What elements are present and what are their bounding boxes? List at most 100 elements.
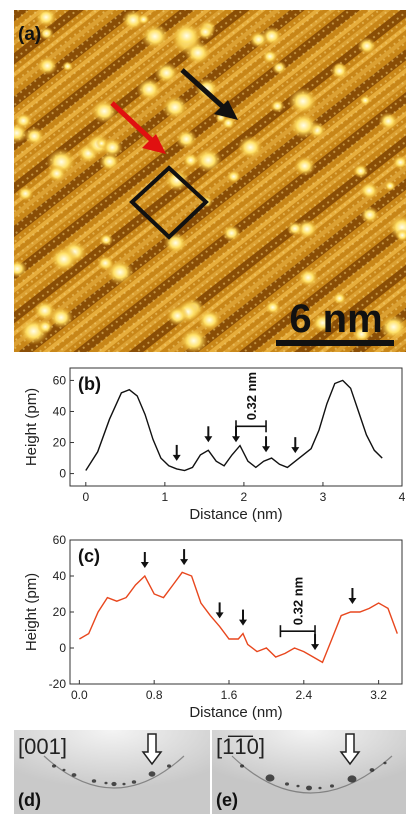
- adatom-blob: [222, 224, 241, 242]
- profile-line: [79, 571, 398, 664]
- diffraction-spot: [167, 764, 171, 768]
- diffraction-spot: [148, 771, 156, 777]
- adatom-blob: [311, 313, 334, 333]
- panel-e-label: (e): [216, 790, 238, 810]
- adatom-blob: [359, 181, 379, 200]
- adatom-blob: [47, 164, 67, 183]
- x-tick-label: 4: [399, 490, 406, 504]
- x-tick-label: 3.2: [370, 688, 387, 702]
- down-arrow-icon: [141, 733, 163, 766]
- adatom-blob: [357, 37, 377, 55]
- down-arrow-head: [232, 436, 240, 443]
- panel-label: (c): [78, 546, 100, 566]
- x-tick-label: 1.6: [221, 688, 238, 702]
- adatom-blob: [384, 180, 396, 192]
- diffraction-spot: [296, 784, 300, 788]
- adatom-blob: [195, 77, 219, 100]
- adatom-blob: [24, 127, 45, 146]
- diffraction-spot: [383, 761, 387, 765]
- x-tick-label: 2.4: [295, 688, 312, 702]
- adatom-blob: [288, 87, 318, 115]
- adatom-blob: [37, 56, 58, 76]
- adatom-blob: [182, 152, 199, 168]
- adatom-blob: [35, 10, 57, 27]
- diffraction-spot: [104, 781, 108, 785]
- down-arrow-head: [348, 598, 357, 604]
- diffraction-image-d: [001] (d): [14, 730, 210, 814]
- adatom-blob: [166, 305, 189, 326]
- adatom-blob: [360, 206, 380, 224]
- black-arrow-head: [214, 100, 238, 120]
- adatom-blob: [95, 138, 108, 149]
- red-arrow-head: [142, 134, 166, 154]
- diffraction-image-e: [1̅1̅0] (e): [212, 730, 406, 814]
- stm-image: (a) 6 nm: [14, 10, 406, 352]
- adatom-blob: [62, 61, 74, 72]
- adatom-blob: [154, 62, 179, 84]
- down-arrow-head: [204, 436, 213, 443]
- stm-image-panel: (a) 6 nm: [14, 10, 406, 352]
- adatom-blob: [37, 319, 54, 334]
- x-tick-label: 1: [162, 490, 169, 504]
- down-arrow-head: [291, 447, 300, 454]
- adatom-blob: [395, 228, 406, 242]
- down-arrow-head: [140, 562, 149, 568]
- y-tick-label: 40: [53, 569, 67, 583]
- panel-label: (b): [78, 374, 101, 394]
- scale-bar: [276, 340, 394, 346]
- y-tick-label: 40: [53, 404, 67, 418]
- profile-line: [85, 379, 383, 472]
- adatom-blob: [197, 308, 222, 332]
- y-tick-label: -20: [49, 677, 67, 691]
- down-arrow-icon: [339, 733, 361, 766]
- adatom-blob: [293, 156, 316, 176]
- adatom-blob: [270, 99, 285, 113]
- diffraction-spot: [369, 768, 375, 772]
- adatom-blob: [140, 23, 170, 50]
- adatom-blob: [161, 95, 189, 120]
- adatom-blob: [262, 49, 278, 64]
- diffraction-spot: [62, 768, 66, 772]
- adatom-blob: [137, 13, 150, 25]
- adatom-blob: [271, 60, 287, 75]
- adatom-blob: [164, 168, 190, 192]
- diffraction-spot: [285, 782, 289, 786]
- adatom-blob: [171, 22, 202, 50]
- adatom-blob: [179, 327, 208, 352]
- scale-bar-label: 6 nm: [289, 297, 382, 341]
- panel-e-direction: [1̅1̅0]: [216, 734, 265, 759]
- adatom-blob: [332, 292, 347, 305]
- adatom-blob: [14, 259, 28, 278]
- adatom-blob: [136, 77, 162, 101]
- adatom-blob: [286, 221, 304, 237]
- adatom-blob: [121, 10, 145, 31]
- adatom-blob: [17, 186, 34, 202]
- x-tick-label: 0.0: [71, 688, 88, 702]
- down-arrow-head: [180, 559, 189, 566]
- adatom-blob: [297, 268, 319, 288]
- down-arrow-head: [215, 612, 224, 619]
- diffraction-spot: [71, 773, 77, 777]
- diffraction-spot: [131, 780, 137, 784]
- y-tick-label: 20: [53, 436, 67, 450]
- panel-d-direction: [001]: [18, 734, 67, 759]
- adatom-blob: [49, 306, 74, 329]
- unit-cell-square: [129, 165, 209, 240]
- adatom-blob: [378, 112, 399, 130]
- adatom-blob: [175, 129, 198, 149]
- diffraction-spot: [318, 786, 322, 790]
- adatom-blob: [265, 300, 281, 315]
- y-tick-label: 20: [53, 605, 67, 619]
- adatom-blob: [379, 314, 406, 340]
- panel-a-label: (a): [18, 24, 41, 45]
- diffraction-spot: [91, 779, 97, 783]
- chart-c-svg: 0.0 0.8 1.6 2.4 3.2 -20 0 20 40 60 Distance (nm) He…: [23, 533, 403, 721]
- adatom-blob: [330, 62, 349, 80]
- diffraction-spot: [111, 781, 117, 787]
- plot-frame: [69, 367, 403, 487]
- y-tick-label: 60: [53, 373, 67, 387]
- adatom-blob: [392, 155, 406, 170]
- x-tick-label: 3: [320, 490, 327, 504]
- adatom-blob: [39, 26, 54, 41]
